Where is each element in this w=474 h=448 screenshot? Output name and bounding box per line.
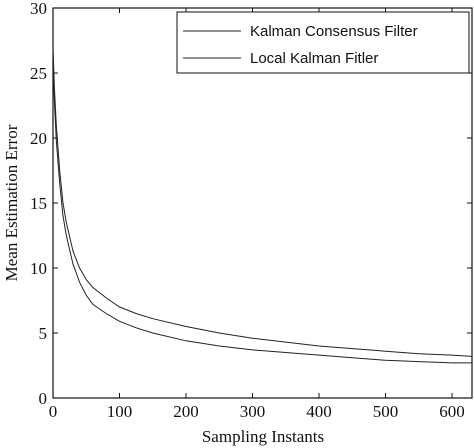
- x-tick-label: 600: [439, 402, 465, 421]
- axis-ticks: 0 100 200 300 400 500 600 0 5 10 15 20 25 30: [30, 0, 472, 421]
- x-tick-label: 0: [49, 402, 58, 421]
- legend-label: Local Kalman Fitler: [250, 50, 378, 67]
- series-line-1: [52, 53, 472, 364]
- x-tick-label: 200: [173, 402, 199, 421]
- legend-box: [176, 11, 470, 74]
- x-tick-label: 500: [373, 402, 399, 421]
- series-layer: [52, 46, 473, 364]
- y-tick-label: 30: [30, 0, 47, 18]
- y-tick-label: 10: [30, 259, 47, 278]
- y-tick-label: 0: [39, 389, 48, 408]
- y-tick-label: 5: [39, 324, 48, 343]
- x-tick-label: 100: [107, 402, 133, 421]
- x-tick-label: 400: [306, 402, 332, 421]
- legend-label: Kalman Consensus Filter: [250, 23, 418, 40]
- series-line-0: [52, 46, 473, 357]
- y-tick-label: 20: [30, 129, 47, 148]
- x-tick-label: 300: [240, 402, 266, 421]
- y-axis-label: Mean Estimation Error: [2, 124, 21, 281]
- x-axis-label: Sampling Instants: [202, 427, 324, 446]
- y-tick-label: 25: [30, 64, 47, 83]
- y-tick-label: 15: [30, 194, 47, 213]
- legend: Kalman Consensus Filter Local Kalman Fitl…: [176, 11, 470, 74]
